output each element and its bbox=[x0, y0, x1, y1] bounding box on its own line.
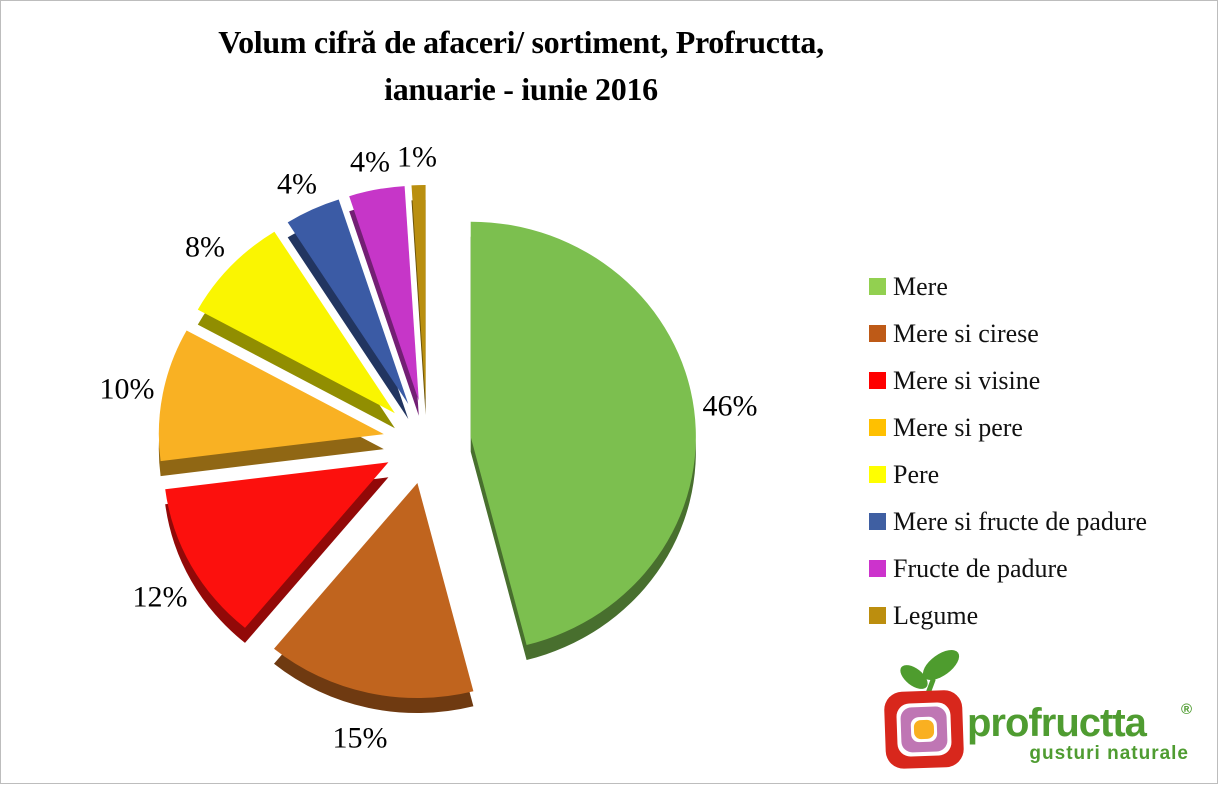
legend-swatch-icon bbox=[869, 325, 886, 342]
logo-left-leaf-icon bbox=[900, 665, 928, 689]
pie-face-layer bbox=[158, 184, 696, 699]
pie-slice-fructe-de-padure bbox=[349, 186, 419, 401]
pie-data-label-mere-si-fructe-de-padure: 4% bbox=[277, 168, 317, 201]
pie-slice-mere bbox=[470, 221, 696, 645]
pie-slice-pere bbox=[197, 231, 395, 414]
legend-swatch-icon bbox=[869, 607, 886, 624]
pie-data-label-fructe-de-padure: 4% bbox=[350, 146, 390, 179]
pie-slice-mere-si-pere bbox=[158, 330, 384, 462]
chart-title-line2: ianuarie - iunie 2016 bbox=[384, 71, 658, 107]
pie-data-label-mere: 46% bbox=[703, 390, 758, 423]
legend-swatch-icon bbox=[869, 466, 886, 483]
legend-swatch-icon bbox=[869, 419, 886, 436]
legend-swatch-icon bbox=[869, 372, 886, 389]
logo-brand-text: profructta bbox=[967, 701, 1148, 745]
pie-data-label-mere-si-visine: 12% bbox=[133, 581, 188, 614]
legend-item-mere-si-cirese: Mere si cirese bbox=[869, 310, 1147, 357]
chart-title: Volum cifră de afaceri/ sortiment, Profr… bbox=[61, 19, 981, 113]
legend-item-mere: Mere bbox=[869, 263, 1147, 310]
pie-data-label-mere-si-cirese: 15% bbox=[333, 722, 388, 755]
logo-leaves-icon bbox=[900, 650, 960, 699]
pie-data-label-pere: 8% bbox=[185, 231, 225, 264]
pie-slice-mere-si-cirese bbox=[274, 483, 474, 699]
logo-apple-mark-icon bbox=[884, 690, 964, 769]
pie-slice-legume bbox=[411, 184, 426, 400]
legend-label: Mere si pere bbox=[893, 412, 1023, 442]
legend-item-mere-si-visine: Mere si visine bbox=[869, 357, 1147, 404]
legend-item-pere: Pere bbox=[869, 451, 1147, 498]
pie-slice-mere-si-visine bbox=[165, 462, 389, 628]
legend-item-legume: Legume bbox=[869, 592, 1147, 639]
legend-label: Mere si fructe de padure bbox=[893, 506, 1148, 536]
pie-data-label-mere-si-pere: 10% bbox=[100, 373, 155, 406]
logo-tagline-text: gusturi naturale bbox=[1029, 743, 1189, 764]
legend-item-mere-si-fructe-de-padure: Mere si fructe de padure bbox=[869, 498, 1147, 545]
logo-registered-mark: ® bbox=[1181, 701, 1192, 718]
legend-label: Pere bbox=[893, 459, 940, 489]
pie-data-label-legume: 1% bbox=[397, 141, 437, 174]
legend-swatch-icon bbox=[869, 560, 886, 577]
chart-title-line1: Volum cifră de afaceri/ sortiment, Profr… bbox=[218, 24, 824, 60]
legend-item-mere-si-pere: Mere si pere bbox=[869, 404, 1147, 451]
legend-swatch-icon bbox=[869, 278, 886, 295]
logo-yellow-center bbox=[913, 719, 935, 740]
legend-label: Mere si cirese bbox=[893, 318, 1039, 348]
legend-swatch-icon bbox=[869, 513, 886, 530]
legend-label: Fructe de padure bbox=[893, 553, 1068, 583]
profructta-logo: profructta ® gusturi naturale bbox=[884, 650, 1192, 769]
pie-label-layer: 46%15%12%10%8%4%4% 1% bbox=[100, 141, 758, 755]
legend-item-fructe-de-padure: Fructe de padure bbox=[869, 545, 1147, 592]
legend-label: Mere si visine bbox=[893, 365, 1041, 395]
legend-label: Mere bbox=[893, 271, 948, 301]
logo-right-leaf-icon bbox=[922, 650, 960, 680]
pie-slice-mere-si-fructe-de-padure bbox=[287, 199, 409, 404]
legend-label: Legume bbox=[893, 600, 979, 630]
chart-legend: Mere Mere si cirese Mere si visine Mere si … bbox=[869, 263, 1147, 639]
